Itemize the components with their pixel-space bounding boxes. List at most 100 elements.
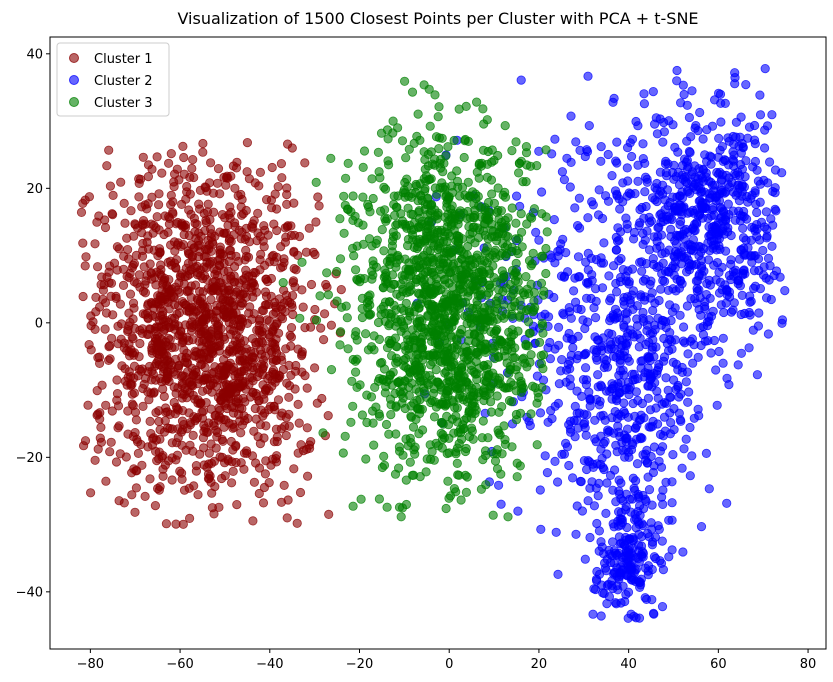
data-point xyxy=(508,353,518,363)
data-point xyxy=(387,247,397,257)
data-point xyxy=(619,320,629,330)
data-point xyxy=(658,137,668,147)
data-point xyxy=(478,145,489,155)
data-point xyxy=(571,529,581,539)
data-point xyxy=(86,488,96,498)
data-point xyxy=(726,274,736,285)
data-point xyxy=(112,265,122,275)
data-point xyxy=(282,190,292,200)
data-point xyxy=(612,395,622,406)
data-point xyxy=(478,416,488,426)
data-point xyxy=(590,415,600,425)
data-point xyxy=(723,179,733,189)
data-point xyxy=(433,308,443,318)
data-point xyxy=(700,187,710,197)
data-point xyxy=(389,279,400,289)
data-point xyxy=(622,163,632,173)
data-point xyxy=(620,505,631,515)
data-point xyxy=(474,331,484,342)
data-point xyxy=(287,302,297,312)
data-point xyxy=(553,569,563,580)
data-point xyxy=(661,211,672,221)
data-point xyxy=(174,175,184,185)
data-point xyxy=(592,566,602,577)
data-point xyxy=(466,423,477,433)
data-point xyxy=(633,176,643,186)
data-point xyxy=(573,423,583,433)
data-point xyxy=(311,315,322,325)
data-point xyxy=(737,211,747,221)
data-point xyxy=(257,338,268,348)
data-point xyxy=(632,459,643,469)
data-point xyxy=(651,243,662,253)
data-point xyxy=(583,496,593,506)
data-point xyxy=(666,315,676,326)
data-point xyxy=(703,336,713,346)
data-point xyxy=(340,173,351,183)
data-point xyxy=(438,167,448,177)
data-point xyxy=(169,182,179,192)
data-point xyxy=(675,216,686,226)
data-point xyxy=(120,364,130,374)
data-point xyxy=(138,324,148,334)
data-point xyxy=(536,524,546,535)
data-point xyxy=(664,515,674,525)
legend-marker xyxy=(69,75,79,85)
data-point xyxy=(371,402,381,412)
data-point xyxy=(253,208,263,218)
data-point xyxy=(609,558,619,568)
data-point xyxy=(371,239,381,249)
data-point xyxy=(326,364,337,375)
data-point xyxy=(532,371,543,381)
data-point xyxy=(685,471,695,481)
data-point xyxy=(638,154,648,164)
data-point xyxy=(583,455,593,466)
data-point xyxy=(105,341,115,351)
data-point xyxy=(281,344,291,354)
data-point xyxy=(588,609,598,619)
legend-marker xyxy=(69,97,79,107)
data-point xyxy=(461,487,471,497)
data-point xyxy=(707,121,718,131)
data-point xyxy=(492,449,502,459)
data-point xyxy=(335,340,345,350)
data-point xyxy=(639,89,649,99)
data-point xyxy=(543,312,554,322)
x-tick-label: −40 xyxy=(256,657,283,672)
data-point xyxy=(526,213,537,223)
data-point xyxy=(80,261,90,271)
data-point xyxy=(319,309,330,319)
data-point xyxy=(647,594,657,605)
data-point xyxy=(740,172,750,182)
data-point xyxy=(430,90,440,100)
data-point xyxy=(637,266,647,276)
data-point xyxy=(692,298,702,308)
data-point xyxy=(761,207,772,217)
data-point xyxy=(374,167,384,177)
data-point xyxy=(424,370,435,381)
data-point xyxy=(640,187,650,197)
data-point xyxy=(95,433,105,443)
data-point xyxy=(487,189,497,199)
data-point xyxy=(700,297,710,307)
data-point xyxy=(476,484,486,494)
data-point xyxy=(606,293,616,303)
data-point xyxy=(294,418,304,428)
data-point xyxy=(452,417,462,427)
data-point xyxy=(542,227,552,237)
data-point xyxy=(191,466,201,476)
data-point xyxy=(580,554,590,564)
data-point xyxy=(684,146,695,157)
data-point xyxy=(540,451,550,461)
data-point xyxy=(97,380,107,390)
data-point xyxy=(391,341,401,351)
data-point xyxy=(763,329,774,339)
data-point xyxy=(640,172,651,182)
data-point xyxy=(628,398,638,409)
data-point xyxy=(105,447,115,457)
points-layer xyxy=(76,64,790,623)
data-point xyxy=(418,235,429,245)
data-point xyxy=(158,450,168,461)
data-point xyxy=(204,346,214,356)
data-point xyxy=(629,611,639,621)
